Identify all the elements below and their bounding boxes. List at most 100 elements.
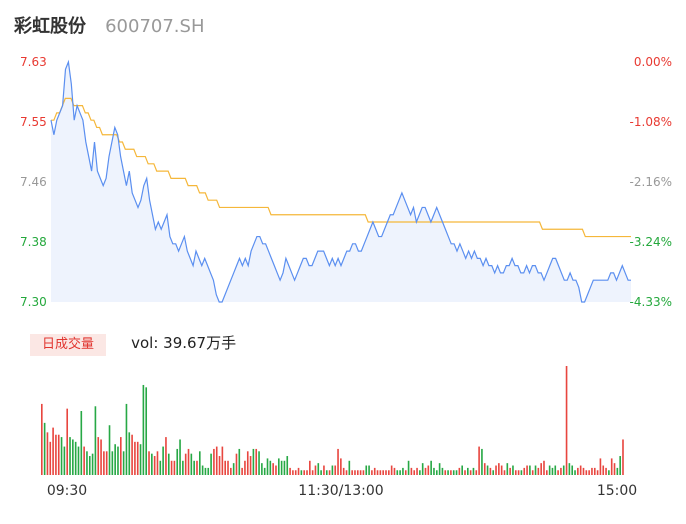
volume-bar [588, 470, 590, 475]
stock-header: 彩虹股份 600707.SH [14, 12, 205, 40]
volume-bar [320, 470, 322, 475]
volume-bar [153, 456, 156, 475]
volume-bar [63, 446, 66, 475]
volume-bar [486, 465, 489, 475]
volume-bar [309, 460, 311, 475]
y-left-tick-label: 7.38 [20, 235, 47, 249]
y-right-tick-label: -2.16% [630, 175, 672, 189]
volume-bar [444, 470, 447, 475]
volume-bar [469, 470, 472, 475]
volume-bar [427, 465, 430, 475]
volume-bar [351, 470, 353, 475]
volume-bar [300, 470, 303, 475]
volume-bar [413, 470, 416, 475]
volume-bar [404, 470, 407, 475]
volume-bar [258, 451, 260, 475]
volume-bar [512, 465, 514, 475]
volume-bar [108, 425, 111, 475]
volume-bar [438, 463, 441, 475]
volume-bar [201, 465, 204, 475]
volume-bar [430, 460, 432, 475]
volume-bar [356, 470, 359, 475]
volume-bar [396, 470, 399, 475]
volume-bar [388, 470, 390, 475]
volume-bar [362, 470, 365, 475]
volume-bar [269, 460, 272, 475]
volume-bar [602, 465, 605, 475]
price-line-group [50, 59, 631, 303]
volume-bar [255, 448, 258, 475]
volume-bar [91, 453, 94, 475]
volume-bar [579, 465, 582, 475]
volume-bar [571, 465, 574, 475]
volume-bar [328, 470, 331, 475]
volume-bar [520, 470, 523, 475]
volume-bar [523, 467, 526, 475]
volume-bar [306, 470, 308, 475]
volume-bar [458, 467, 461, 475]
volume-bar [503, 470, 506, 475]
volume-bar [546, 470, 548, 475]
y-left-tick-label: 7.46 [20, 175, 47, 189]
volume-bar [481, 448, 483, 475]
volume-bar [419, 470, 421, 475]
volume-bar [407, 460, 410, 475]
volume-bar [139, 444, 142, 475]
volume-bar [464, 470, 466, 475]
volume-bar [218, 456, 221, 475]
volume-bar [342, 467, 345, 475]
volume-bar [46, 432, 49, 475]
volume-bar [557, 470, 559, 475]
volume-bar [472, 467, 475, 475]
volume-bar [187, 448, 190, 475]
volume-bar [66, 408, 69, 475]
volume-bar [52, 427, 54, 475]
volume-bar [416, 467, 418, 475]
volume-bar [537, 467, 540, 475]
y-left-tick-label: 7.55 [20, 115, 47, 129]
volume-bar [289, 467, 291, 475]
stock-code: 600707.SH [105, 16, 205, 37]
volume-bar [182, 460, 184, 475]
volume-bar [266, 458, 269, 475]
volume-bar [619, 456, 621, 475]
volume-bar [246, 451, 249, 475]
average-line [51, 97, 631, 238]
volume-bar [122, 451, 125, 475]
volume-info-row: 日成交量 vol: 39.67万手 [30, 332, 236, 356]
volume-bar [348, 460, 351, 475]
volume-bar [294, 470, 297, 475]
volume-bar [441, 467, 444, 475]
volume-bar [60, 437, 63, 475]
volume-bar [371, 470, 373, 475]
volume-bar [148, 451, 150, 475]
volume-bar [142, 384, 145, 475]
volume-bar [433, 467, 435, 475]
volume-bar [478, 446, 480, 475]
volume-bar [529, 465, 531, 475]
volume-bar [286, 456, 289, 475]
volume-bar [368, 465, 370, 475]
volume-bar [435, 470, 438, 475]
volume-bar [489, 467, 492, 475]
volume-bar [577, 467, 579, 475]
price-area [51, 62, 631, 302]
price-line [50, 59, 631, 303]
volume-bar [551, 467, 554, 475]
volume-bar [230, 467, 232, 475]
volume-bar [385, 470, 387, 475]
average-line-group [51, 97, 631, 238]
volume-bar [373, 467, 376, 475]
volume-bar [303, 470, 305, 475]
volume-bar [613, 463, 616, 475]
volume-bar [232, 463, 235, 475]
volume-bar [424, 467, 427, 475]
volume-bar [241, 467, 243, 475]
volume-bar [560, 467, 562, 475]
volume-bar [359, 470, 362, 475]
volume-bar [509, 467, 511, 475]
volume-bar [210, 453, 212, 475]
y-left-labels: 7.63 7.55 7.46 7.38 7.30 [20, 55, 47, 309]
volume-bar [461, 465, 463, 475]
volume-bar [314, 465, 317, 475]
